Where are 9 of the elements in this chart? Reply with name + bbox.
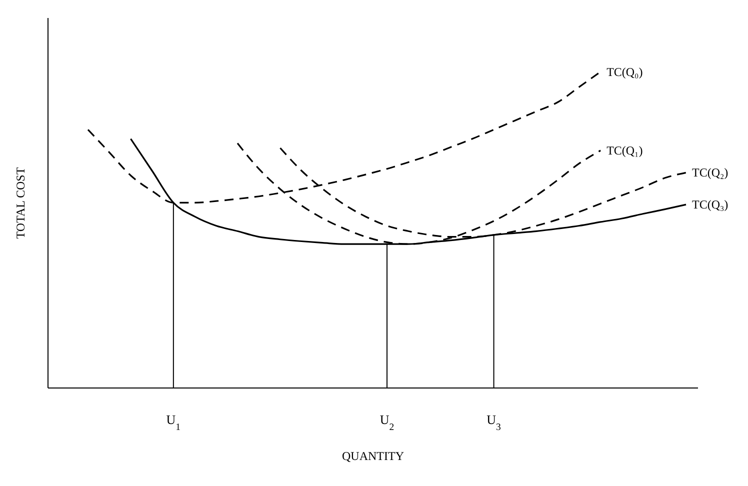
y-axis-title: TOTAL COST [13,166,28,239]
series-label: TC(Q₀) [606,64,643,79]
x-tick-label: U$_{1}$ [166,412,181,432]
x-axis-title: QUANTITY [342,449,404,463]
series-label: TC(Q₂) [692,166,728,180]
x-tick-label: U$_{3}$ [486,412,502,432]
series-label: TC(Q₃) [692,198,728,212]
x-tick-label: U$_{2}$ [380,412,394,432]
series-label: TC(Q₁) [606,144,643,158]
